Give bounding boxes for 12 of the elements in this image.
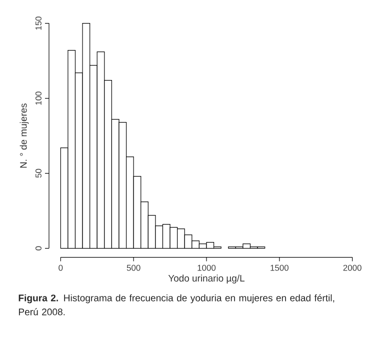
text: Figura 2. Histograma de frecuencia de yoduria en mujeres en edad fértil, Perú 2008. — [18, 294, 334, 316]
x-tick-label: 2000 — [343, 264, 362, 271]
x-axis-title: Yodo urinario µg/L — [168, 274, 244, 284]
x-tick-label: 0 — [58, 264, 63, 271]
x-tick-label: 1000 — [198, 264, 216, 271]
y-tick-label: 100 — [35, 92, 42, 105]
y-axis-title: N. ° de mujeres — [20, 103, 29, 168]
y-tick-label: 50 — [35, 168, 42, 178]
x-tick-label: 500 — [126, 264, 140, 271]
x-tick-label: 1500 — [270, 264, 288, 271]
y-tick-label: 150 — [35, 16, 42, 30]
y-tick-label: 0 — [35, 246, 42, 250]
